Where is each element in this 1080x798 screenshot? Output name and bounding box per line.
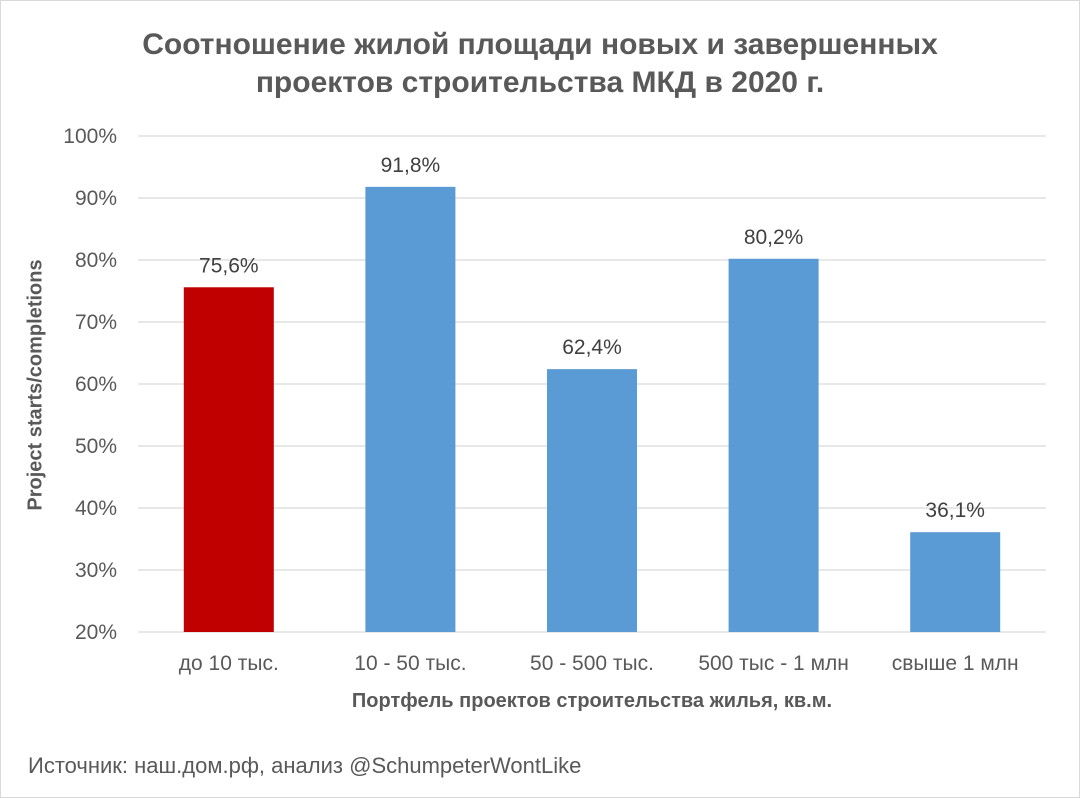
y-tick-label: 80%: [75, 249, 117, 272]
data-label: 75,6%: [199, 254, 259, 277]
y-tick-label: 100%: [63, 125, 117, 148]
y-tick-labels: 20% 30% 40% 50% 60% 70% 80% 90% 100%: [63, 125, 117, 644]
x-tick-label: свыше 1 млн: [892, 652, 1019, 675]
chart-title-line-2: проектов строительства МКД в 2020 г.: [255, 66, 825, 99]
data-label: 36,1%: [925, 499, 985, 522]
bar: [910, 532, 1001, 632]
x-tick-label: 500 тыс - 1 млн: [698, 652, 849, 675]
bars: [183, 186, 1001, 632]
data-label: 62,4%: [562, 336, 622, 359]
source-note: Источник: наш.дом.рф, анализ @Schumpeter…: [28, 753, 582, 778]
y-tick-label: 40%: [75, 497, 117, 520]
bar: [365, 186, 456, 632]
y-tick-label: 60%: [75, 373, 117, 396]
bar: [547, 369, 637, 632]
x-tick-label: 10 - 50 тыс.: [354, 652, 466, 675]
y-tick-label: 50%: [75, 435, 117, 458]
x-tick-label: 50 - 500 тыс.: [530, 652, 654, 675]
chart-title: Соотношение жилой площади новых и заверш…: [0, 26, 1080, 102]
x-tick-labels: до 10 тыс. 10 - 50 тыс. 50 - 500 тыс. 500 т…: [179, 652, 1019, 675]
chart-title-line-1: Соотношение жилой площади новых и заверш…: [142, 28, 938, 61]
x-axis-label: Портфель проектов строительства жилья, к…: [351, 690, 833, 712]
bar: [183, 287, 274, 632]
y-tick-label: 70%: [75, 311, 117, 334]
y-tick-label: 90%: [75, 187, 117, 210]
data-label: 91,8%: [381, 154, 441, 177]
y-tick-label: 20%: [75, 621, 117, 644]
y-tick-label: 30%: [75, 559, 117, 582]
data-labels: 75,6% 91,8% 62,4% 80,2% 36,1%: [199, 154, 985, 522]
bar: [728, 258, 819, 632]
data-label: 80,2%: [744, 226, 804, 249]
x-tick-label: до 10 тыс.: [179, 652, 279, 675]
